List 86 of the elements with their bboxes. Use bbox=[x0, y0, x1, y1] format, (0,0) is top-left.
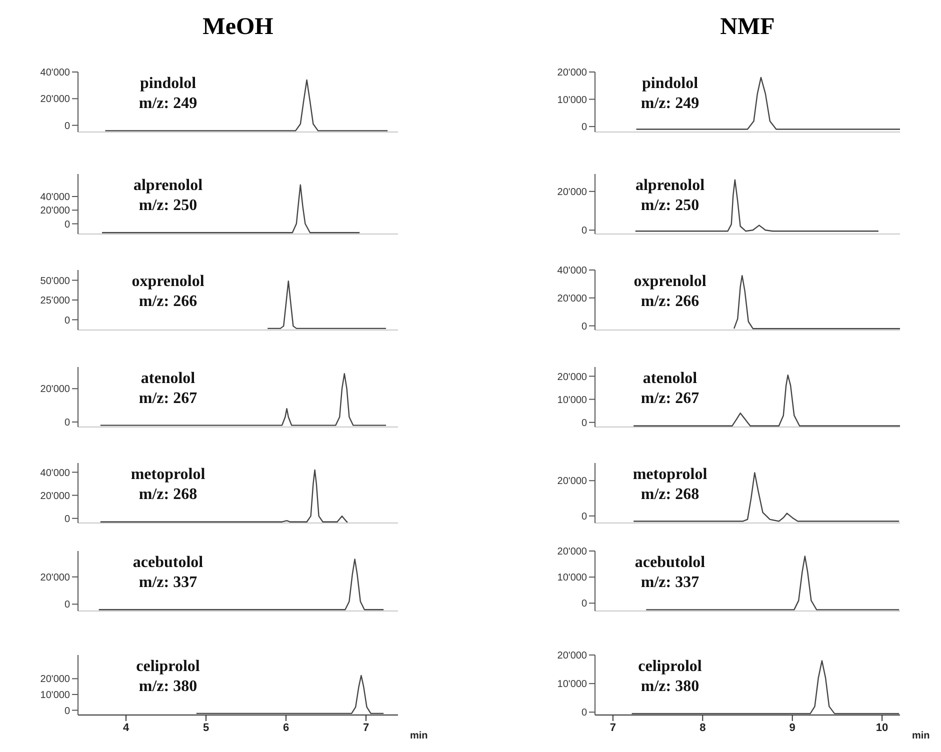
y-tick-label: 0 bbox=[64, 418, 70, 429]
y-tick-label: 40'000 bbox=[40, 192, 70, 204]
y-tick-label: 0 bbox=[64, 600, 70, 611]
y-tick-label: 0 bbox=[581, 122, 588, 134]
annotation: m/z: 268 bbox=[138, 485, 198, 505]
annotation: m/z: 337 bbox=[640, 573, 700, 593]
annotation: alprenolol bbox=[132, 176, 204, 196]
line-series bbox=[100, 373, 387, 426]
chart-title: MeOH bbox=[202, 14, 274, 41]
annotation: m/z: 250 bbox=[138, 196, 198, 216]
annotation: m/z: 380 bbox=[138, 677, 198, 697]
annotation: m/z: 337 bbox=[138, 573, 198, 593]
annotation: m/z: 268 bbox=[640, 485, 700, 505]
line-series bbox=[196, 674, 384, 714]
x-tick-label: 7 bbox=[610, 722, 616, 734]
y-tick-label: 10'000 bbox=[40, 690, 70, 702]
annotation: m/z: 249 bbox=[138, 94, 198, 114]
x-axis-title: min bbox=[410, 730, 428, 742]
line-series bbox=[733, 274, 900, 330]
y-tick-label: 0 bbox=[64, 219, 70, 230]
annotation: celiprolol bbox=[637, 657, 703, 677]
annotation: atenolol bbox=[140, 369, 196, 389]
y-tick-label: 20'000 bbox=[40, 674, 70, 686]
y-tick-label: 0 bbox=[581, 511, 588, 522]
annotation: m/z: 250 bbox=[640, 196, 700, 216]
y-tick-label: 25'000 bbox=[40, 296, 70, 307]
annotation: metoprolol bbox=[130, 465, 206, 485]
x-tick-label: 8 bbox=[700, 722, 706, 734]
annotation: m/z: 267 bbox=[138, 389, 198, 409]
line-series bbox=[100, 469, 348, 522]
annotation: acebutolol bbox=[132, 553, 204, 573]
annotation: oxprenolol bbox=[130, 272, 206, 292]
y-tick-label: 20'000 bbox=[40, 572, 70, 584]
y-tick-label: 0 bbox=[581, 708, 588, 719]
y-tick-label: 20'000 bbox=[557, 68, 588, 79]
line-series bbox=[636, 76, 900, 130]
annotation: atenolol bbox=[642, 369, 698, 389]
y-tick-label: 20'000 bbox=[557, 372, 588, 383]
y-tick-label: 0 bbox=[581, 226, 588, 237]
annotation: pindolol bbox=[640, 74, 700, 94]
annotation: pindolol bbox=[138, 74, 198, 94]
line-series bbox=[631, 660, 900, 714]
x-tick-label: 10 bbox=[876, 722, 888, 734]
y-tick-label: 0 bbox=[581, 418, 588, 429]
y-tick-label: 10'000 bbox=[557, 94, 588, 106]
y-tick-label: 10'000 bbox=[557, 572, 588, 584]
x-tick-label: 9 bbox=[789, 722, 796, 734]
annotation: oxprenolol bbox=[632, 272, 708, 292]
y-tick-label: 40'000 bbox=[40, 468, 70, 479]
annotation: m/z: 380 bbox=[640, 677, 700, 697]
y-tick-label: 0 bbox=[64, 120, 70, 132]
y-tick-label: 0 bbox=[64, 706, 70, 717]
y-tick-label: 0 bbox=[64, 315, 70, 326]
y-tick-label: 20'000 bbox=[40, 94, 70, 106]
annotation: metoprolol bbox=[632, 465, 708, 485]
x-tick-label: 6 bbox=[282, 722, 290, 734]
annotation: acebutolol bbox=[634, 553, 706, 573]
y-tick-label: 20'000 bbox=[40, 206, 70, 217]
annotation: m/z: 249 bbox=[640, 94, 700, 114]
line-series bbox=[267, 280, 387, 330]
y-tick-label: 10'000 bbox=[557, 679, 588, 690]
annotation: m/z: 266 bbox=[640, 292, 700, 312]
y-tick-label: 20'000 bbox=[40, 384, 70, 396]
annotation: m/z: 267 bbox=[640, 389, 700, 409]
y-tick-label: 50'000 bbox=[40, 276, 70, 287]
y-tick-label: 20'000 bbox=[557, 293, 588, 304]
x-tick-label: 4 bbox=[122, 722, 130, 734]
y-tick-label: 0 bbox=[64, 514, 70, 525]
y-tick-label: 20'000 bbox=[557, 546, 588, 558]
y-tick-label: 20'000 bbox=[557, 650, 588, 662]
y-tick-label: 0 bbox=[581, 321, 588, 332]
x-tick-label: 5 bbox=[202, 722, 210, 734]
x-tick-label: 7 bbox=[362, 722, 370, 734]
annotation: m/z: 266 bbox=[138, 292, 198, 312]
y-tick-label: 40'000 bbox=[40, 68, 70, 79]
annotation: celiprolol bbox=[135, 657, 201, 677]
line-series bbox=[634, 179, 880, 232]
annotation: alprenolol bbox=[634, 176, 706, 196]
y-tick-label: 10'000 bbox=[557, 394, 588, 406]
y-tick-label: 0 bbox=[581, 598, 588, 610]
y-tick-label: 20'000 bbox=[557, 476, 588, 488]
y-tick-label: 20'000 bbox=[40, 490, 70, 502]
x-axis-title: min bbox=[912, 730, 930, 742]
y-tick-label: 20'000 bbox=[557, 186, 588, 198]
y-tick-label: 40'000 bbox=[557, 266, 588, 277]
chart-title: NMF bbox=[719, 14, 776, 41]
